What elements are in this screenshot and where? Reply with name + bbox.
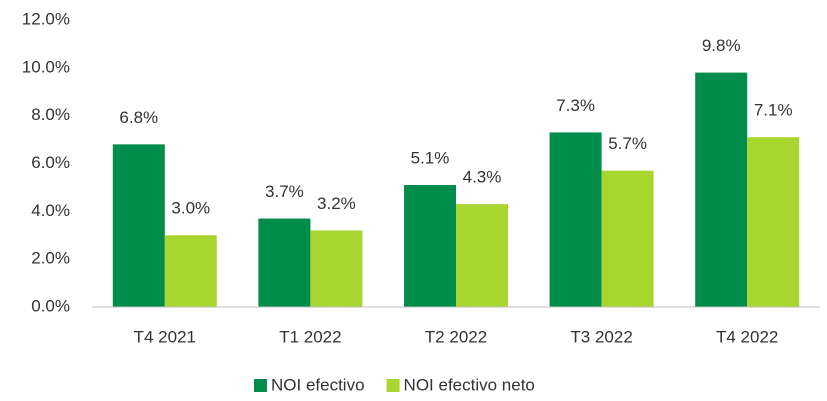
y-tick-label: 12.0% [22, 9, 70, 28]
data-label: 3.2% [317, 194, 356, 213]
data-label: 5.7% [608, 134, 647, 153]
y-tick-label: 0.0% [31, 296, 70, 315]
data-label: 4.3% [463, 168, 502, 187]
bar [112, 144, 165, 307]
data-label: 7.1% [754, 101, 793, 120]
bar [164, 235, 217, 307]
x-tick-label: T4 2022 [716, 327, 778, 346]
x-tick-label: T1 2022 [279, 327, 341, 346]
data-label: 7.3% [556, 96, 595, 115]
bar [747, 137, 800, 307]
y-tick-label: 10.0% [22, 57, 70, 76]
bar [695, 72, 748, 307]
bar [258, 218, 311, 307]
bar [404, 185, 456, 307]
y-tick-label: 4.0% [31, 201, 70, 220]
data-label: 3.7% [265, 182, 304, 201]
bar [601, 170, 654, 307]
data-label: 6.8% [119, 108, 158, 127]
legend-label: NOI efectivo [271, 375, 365, 394]
legend-swatch [254, 379, 267, 392]
x-tick-label: T2 2022 [425, 327, 487, 346]
bar [456, 204, 508, 307]
y-tick-label: 2.0% [31, 249, 70, 268]
x-tick-label: T4 2021 [134, 327, 196, 346]
bar [310, 230, 363, 307]
data-label: 3.0% [171, 199, 210, 218]
legend-label: NOI efectivo neto [404, 375, 535, 394]
y-tick-label: 8.0% [31, 105, 70, 124]
legend-swatch [386, 379, 400, 392]
bar [549, 132, 602, 307]
x-tick-label: T3 2022 [570, 327, 632, 346]
data-label: 9.8% [702, 36, 741, 55]
y-tick-label: 6.0% [31, 153, 70, 172]
data-label: 5.1% [411, 149, 450, 168]
